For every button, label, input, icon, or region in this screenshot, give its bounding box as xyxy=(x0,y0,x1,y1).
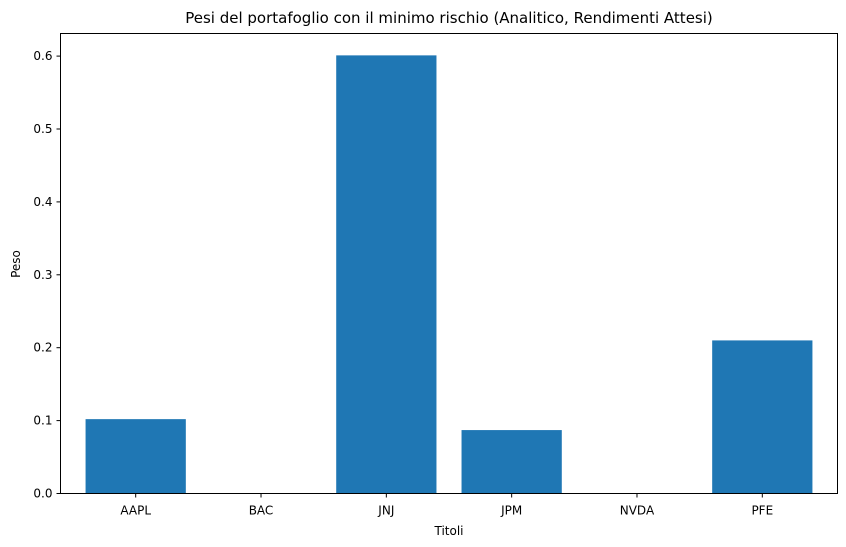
bar-jnj xyxy=(336,55,437,494)
y-tick-label: 0.0 xyxy=(33,487,52,501)
x-tick-label-aapl: AAPL xyxy=(120,504,151,518)
y-tick-label: 0.4 xyxy=(33,195,52,209)
bar-pfe xyxy=(712,340,813,494)
y-tick-label: 0.2 xyxy=(33,341,52,355)
x-axis-ticks: AAPL BAC JNJ JPM NVDA PFE xyxy=(120,493,773,518)
x-axis-label: Titoli xyxy=(433,524,463,538)
y-tick-label: 0.5 xyxy=(33,122,52,136)
x-tick-label-nvda: NVDA xyxy=(620,504,655,518)
bar-jpm xyxy=(461,430,562,494)
bar-aapl xyxy=(85,419,186,494)
bars-group xyxy=(85,55,813,494)
x-tick-label-jnj: JNJ xyxy=(377,504,394,518)
chart-title: Pesi del portafoglio con il minimo risch… xyxy=(185,9,713,27)
plot-frame xyxy=(60,33,838,494)
y-tick-label: 0.1 xyxy=(33,414,52,428)
y-axis-label: Peso xyxy=(9,250,23,278)
y-tick-label: 0.3 xyxy=(33,268,52,282)
x-tick-label-pfe: PFE xyxy=(751,504,773,518)
x-tick-label-bac: BAC xyxy=(249,504,274,518)
y-axis-ticks: 0.0 0.1 0.2 0.3 0.4 0.5 0.6 xyxy=(33,49,61,501)
x-tick-label-jpm: JPM xyxy=(500,504,522,518)
y-tick-label: 0.6 xyxy=(33,49,52,63)
